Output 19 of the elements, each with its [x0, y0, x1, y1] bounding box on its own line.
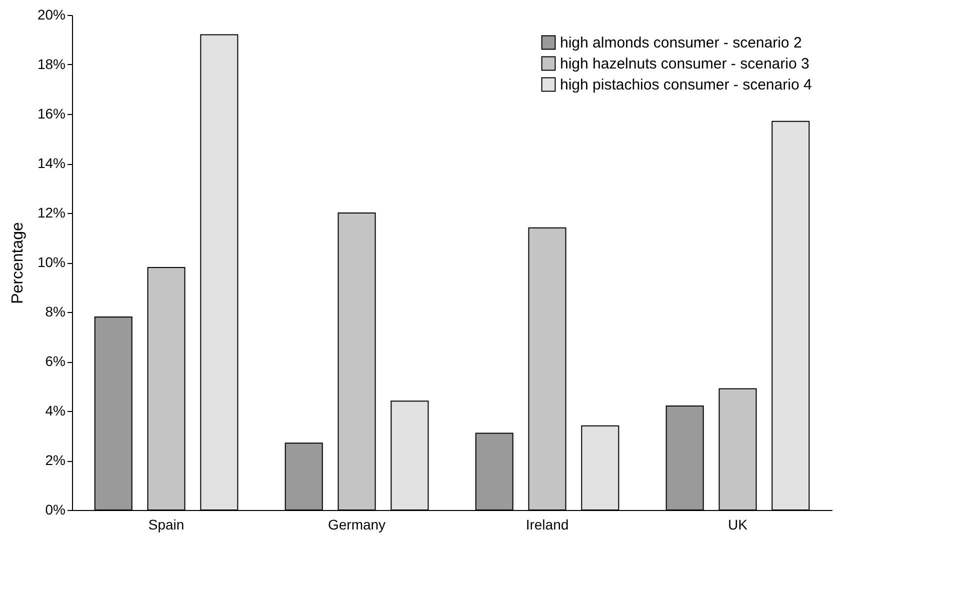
- x-tick-label: Ireland: [526, 516, 569, 532]
- y-tick-label: 14%: [37, 155, 66, 171]
- y-tick-label: 10%: [37, 254, 66, 270]
- legend-label: high almonds consumer - scenario 2: [560, 34, 802, 52]
- x-tick-label: UK: [728, 516, 748, 532]
- y-tick-label: 12%: [37, 204, 66, 220]
- y-tick-label: 0%: [45, 502, 66, 518]
- x-tick-label: Spain: [148, 516, 184, 532]
- y-tick-label: 8%: [45, 304, 66, 320]
- y-axis-title: Percentage: [9, 222, 26, 304]
- y-tick-label: 2%: [45, 452, 66, 468]
- legend-label: high pistachios consumer - scenario 4: [560, 76, 812, 94]
- y-tick-label: 18%: [37, 56, 66, 72]
- y-tick-label: 6%: [45, 353, 66, 369]
- x-tick-label: Germany: [328, 516, 386, 532]
- legend-label: high hazelnuts consumer - scenario 3: [560, 56, 810, 72]
- y-tick-label: 4%: [45, 402, 66, 418]
- y-tick-label: 20%: [37, 6, 66, 22]
- y-tick-label: 16%: [37, 106, 66, 122]
